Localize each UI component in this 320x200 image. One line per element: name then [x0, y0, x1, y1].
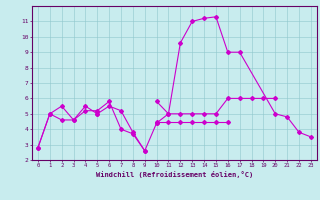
X-axis label: Windchill (Refroidissement éolien,°C): Windchill (Refroidissement éolien,°C): [96, 171, 253, 178]
